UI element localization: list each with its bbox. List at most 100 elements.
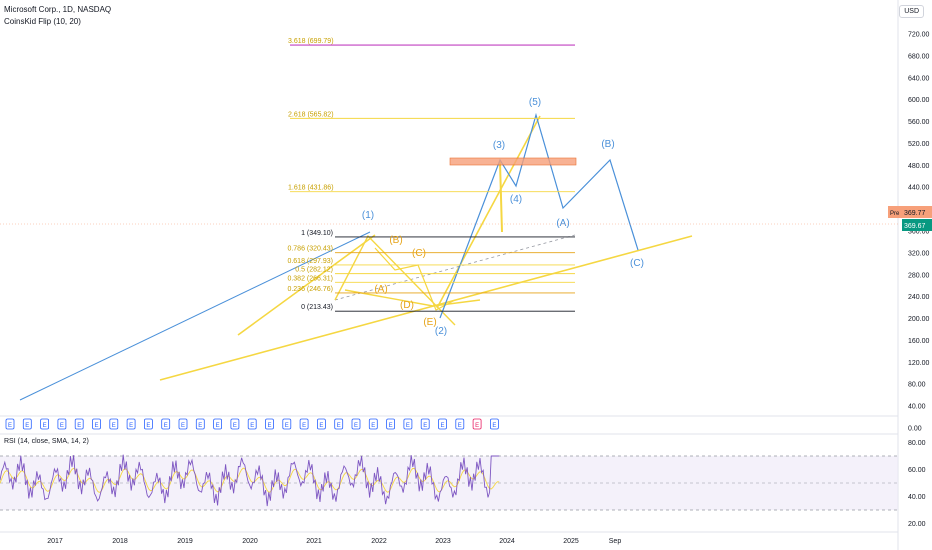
wave-label-blue: (A) bbox=[556, 218, 569, 229]
earnings-marker-letter: E bbox=[250, 423, 254, 429]
earnings-marker[interactable] bbox=[438, 418, 447, 430]
time-tick-label: 2017 bbox=[47, 538, 63, 545]
earnings-marker-letter: E bbox=[406, 423, 410, 429]
wave-label-orange: (C) bbox=[412, 248, 426, 259]
earnings-marker[interactable] bbox=[143, 418, 153, 430]
earnings-marker-letter: E bbox=[77, 423, 81, 429]
fib-level-label: 2.618 (565.82) bbox=[288, 111, 334, 118]
price-axis[interactable]: 720.00 680.00 640.00 600.00 560.00 520.00 480.… bbox=[908, 32, 930, 433]
earnings-marker[interactable] bbox=[57, 418, 67, 430]
earnings-marker[interactable] bbox=[92, 418, 101, 430]
fib-level-label: 1 (349.10) bbox=[301, 230, 333, 237]
wave-label-orange: (E) bbox=[423, 317, 436, 328]
wave-labels: (1) (2) (3) (4) (5) (A) (B) (C) (A) (B) (C) (D) (E) bbox=[362, 97, 644, 337]
orange-wedge-upper bbox=[334, 234, 456, 326]
indicator-title[interactable]: CoinsKid Flip (10, 20) bbox=[4, 17, 81, 26]
last-price-value: 369.67 bbox=[904, 223, 926, 230]
chart-header: Microsoft Corp., 1D, NASDAQ CoinsKid Fli… bbox=[4, 4, 111, 28]
earnings-marker[interactable] bbox=[265, 418, 274, 430]
earnings-marker[interactable] bbox=[351, 418, 361, 430]
rsi-line bbox=[0, 454, 500, 507]
price-tick-label: 320.00 bbox=[908, 250, 930, 257]
pre-market-tag: Pre 369.77 bbox=[888, 206, 932, 218]
earnings-marker[interactable] bbox=[40, 418, 49, 430]
earnings-marker[interactable] bbox=[195, 418, 205, 430]
earnings-marker[interactable] bbox=[420, 418, 430, 430]
earnings-marker[interactable] bbox=[316, 418, 326, 430]
earnings-marker[interactable] bbox=[334, 418, 344, 430]
price-tick-label: 80.00 bbox=[908, 382, 926, 389]
fib-level-label: 0.618 (297.93) bbox=[287, 258, 333, 265]
fib-level-label: 0.5 (282.12) bbox=[295, 267, 333, 274]
earnings-marker[interactable] bbox=[472, 418, 482, 430]
yellow-lower-channel bbox=[159, 235, 693, 381]
earnings-marker-letter: E bbox=[302, 423, 306, 429]
earnings-marker[interactable] bbox=[299, 418, 309, 430]
currency-button[interactable]: USD bbox=[899, 5, 924, 18]
earnings-marker-letter: E bbox=[233, 423, 237, 429]
rsi-tick-label: 60.00 bbox=[908, 467, 926, 474]
earnings-marker-letter: E bbox=[354, 423, 358, 429]
earnings-marker[interactable] bbox=[178, 418, 188, 430]
earnings-marker-letter: E bbox=[198, 423, 202, 429]
pre-tag-value-bg bbox=[902, 206, 932, 218]
earnings-marker[interactable] bbox=[489, 418, 499, 430]
time-axis[interactable]: 2017 2018 2019 2020 2021 2022 2023 2024 2025 Sep bbox=[47, 538, 621, 545]
wave-label-blue: (C) bbox=[630, 258, 644, 269]
wave-label-blue: (1) bbox=[362, 210, 374, 221]
earnings-marker[interactable] bbox=[230, 418, 240, 430]
earnings-marker[interactable] bbox=[22, 418, 32, 430]
earnings-marker-letter: E bbox=[94, 423, 98, 429]
earnings-marker[interactable] bbox=[386, 418, 396, 430]
earnings-marker-letter: E bbox=[43, 423, 47, 429]
earnings-marker[interactable] bbox=[368, 418, 378, 430]
rsi-tick-label: 80.00 bbox=[908, 440, 926, 447]
price-tick-label: 520.00 bbox=[908, 141, 930, 148]
price-tick-label: 680.00 bbox=[908, 53, 930, 60]
earnings-marker-letter: E bbox=[164, 423, 168, 429]
earnings-marker[interactable] bbox=[126, 418, 136, 430]
price-tick-label: 440.00 bbox=[908, 185, 930, 192]
time-tick-label: 2022 bbox=[371, 538, 387, 545]
earnings-marker[interactable] bbox=[247, 418, 257, 430]
earnings-marker-letter: E bbox=[371, 423, 375, 429]
earnings-marker[interactable] bbox=[455, 418, 465, 430]
time-tick-label: 2018 bbox=[112, 538, 128, 545]
rsi-label[interactable]: RSI (14, close, SMA, 14, 2) bbox=[4, 438, 89, 445]
earnings-marker-letter: E bbox=[146, 423, 150, 429]
earnings-marker[interactable] bbox=[109, 418, 119, 430]
earnings-marker[interactable] bbox=[5, 418, 15, 430]
last-price-tag: 369.67 bbox=[902, 219, 932, 231]
target-zone-box bbox=[449, 157, 577, 166]
time-tick-label: 2021 bbox=[306, 538, 322, 545]
earnings-marker-letter: E bbox=[216, 423, 220, 429]
earnings-marker[interactable] bbox=[403, 418, 413, 430]
price-tick-label: 160.00 bbox=[908, 338, 930, 345]
price-tick-label: 640.00 bbox=[908, 75, 930, 82]
time-tick-label: Sep bbox=[609, 538, 622, 545]
time-tick-label: 2025 bbox=[563, 538, 579, 545]
earnings-marker[interactable] bbox=[282, 418, 292, 430]
rsi-axis: 80.00 60.00 40.00 20.00 bbox=[908, 440, 926, 528]
symbol-title[interactable]: Microsoft Corp., 1D, NASDAQ bbox=[4, 5, 112, 14]
earnings-marker-letter: E bbox=[181, 423, 185, 429]
fib-levels: 3.618 (699.79) 2.618 (565.82) 1.618 (431.8… bbox=[287, 38, 577, 312]
earnings-marker-letter: E bbox=[112, 423, 116, 429]
yellow-upper-channel-right bbox=[436, 115, 541, 309]
pre-tag-value: 369.77 bbox=[904, 210, 926, 217]
earnings-marker-letter: E bbox=[423, 423, 427, 429]
time-tick-label: 2019 bbox=[177, 538, 193, 545]
time-tick-label: 2024 bbox=[499, 538, 515, 545]
earnings-marker-letter: E bbox=[267, 423, 271, 429]
last-price-bg bbox=[902, 219, 932, 231]
earnings-marker-letter: E bbox=[8, 423, 12, 429]
earnings-marker-letter: E bbox=[389, 423, 393, 429]
fib-level-label: 0.786 (320.43) bbox=[287, 246, 333, 253]
earnings-marker-letter: E bbox=[285, 423, 289, 429]
earnings-marker[interactable] bbox=[74, 418, 84, 430]
orange-wedge-lower bbox=[344, 289, 481, 307]
earnings-marker[interactable] bbox=[161, 418, 171, 430]
earnings-marker[interactable] bbox=[213, 418, 223, 430]
